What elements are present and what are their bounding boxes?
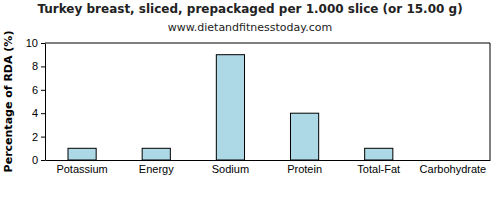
- y-tick: 10: [26, 37, 45, 49]
- x-axis: Potassium Energy Sodium Protein Total-Fat Car…: [46, 160, 491, 175]
- frame: [490, 43, 491, 160]
- chart: Turkey breast, sliced, prepackaged per 1…: [0, 0, 500, 200]
- y-tick-label: 0: [32, 154, 38, 166]
- bar: [439, 160, 467, 161]
- x-tick-label: Protein: [287, 163, 322, 175]
- plot: 0 2 4 6 8 10 Potassium Energy Sodium Protein Total…: [26, 37, 491, 175]
- x-tick: Energy: [139, 160, 174, 175]
- y-tick-label: 8: [32, 60, 38, 72]
- y-tick-mark: [41, 113, 45, 114]
- x-tick-label: Energy: [139, 163, 174, 175]
- x-tick-label: Carbohydrate: [420, 163, 487, 175]
- bar: [216, 55, 244, 160]
- y-tick: 2: [32, 131, 45, 143]
- bar: [365, 148, 393, 160]
- bar: [142, 148, 170, 160]
- bar: [290, 113, 318, 160]
- y-tick-mark: [41, 66, 45, 67]
- x-tick-label: Total-Fat: [357, 163, 400, 175]
- y-axis-line: [45, 44, 46, 161]
- y-tick-mark: [41, 90, 45, 91]
- x-tick: Sodium: [212, 160, 249, 175]
- y-tick: 6: [32, 84, 45, 96]
- title: Turkey breast, sliced, prepackaged per 1…: [37, 2, 462, 16]
- subtitle: www.dietandfitnesstoday.com: [168, 21, 332, 34]
- y-tick-label: 6: [32, 84, 38, 96]
- y-tick: 8: [32, 60, 45, 72]
- x-tick-label: Sodium: [212, 163, 249, 175]
- y-tick-mark: [41, 137, 45, 138]
- frame: [45, 43, 490, 44]
- y-axis-title: Percentage of RDA (%): [2, 31, 15, 173]
- y-tick-label: 2: [32, 131, 38, 143]
- y-tick-label: 4: [32, 107, 38, 119]
- bars: [68, 55, 393, 160]
- y-tick: 0: [32, 154, 45, 166]
- y-tick: 4: [32, 107, 45, 119]
- y-tick-mark: [41, 160, 45, 161]
- y-axis: 0 2 4 6 8 10: [26, 37, 46, 166]
- x-tick: Total-Fat: [357, 160, 400, 175]
- y-tick-mark: [41, 43, 45, 44]
- x-tick-label: Potassium: [56, 163, 107, 175]
- x-axis-line: [46, 160, 491, 161]
- x-tick: Carbohydrate: [420, 160, 487, 175]
- x-tick: Potassium: [56, 160, 107, 175]
- y-tick-label: 10: [26, 37, 38, 49]
- bar: [68, 148, 96, 160]
- x-tick: Protein: [287, 160, 322, 175]
